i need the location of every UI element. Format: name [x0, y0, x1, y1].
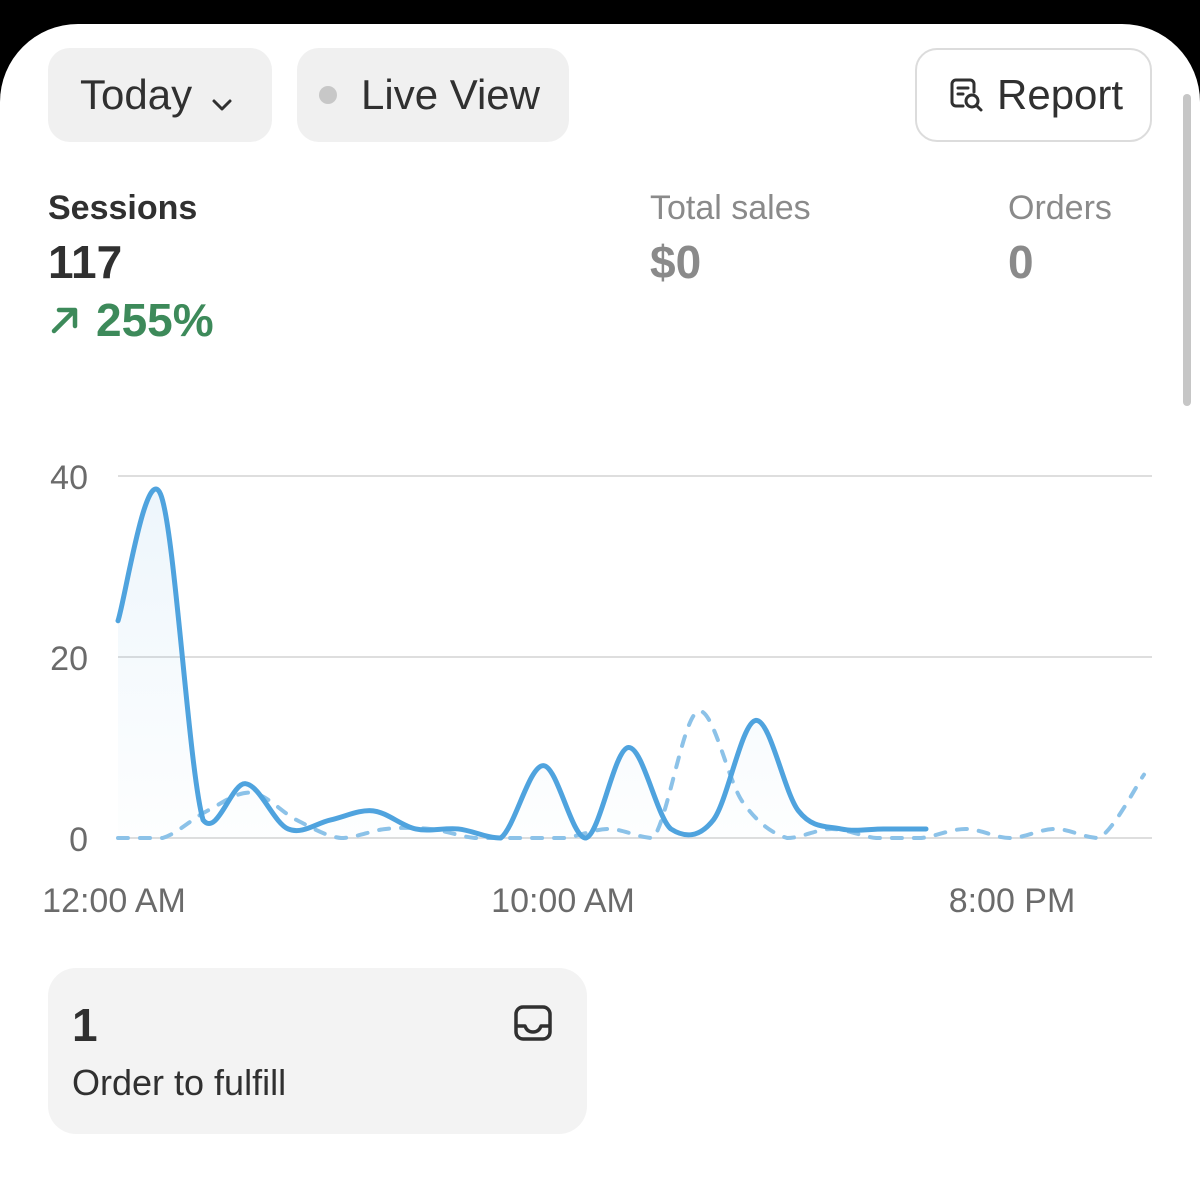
sessions-change: 255% [48, 292, 214, 348]
chevron-down-icon [208, 81, 236, 111]
orders-value: 0 [1008, 236, 1034, 288]
orders-to-fulfill-card[interactable]: 1 Order to fulfill [48, 968, 587, 1134]
sessions-value: 117 [48, 236, 123, 288]
orders-to-fulfill-label: Order to fulfill [72, 1062, 287, 1103]
x-tick-label: 12:00 AM [42, 882, 186, 920]
total-sales-metric[interactable]: Total sales $0 [650, 188, 811, 290]
status-dot-icon [319, 86, 337, 104]
report-button[interactable]: Report [915, 48, 1152, 142]
orders-to-fulfill-count: 1 [72, 999, 98, 1051]
sessions-series-line [115, 486, 929, 841]
sessions-label: Sessions [48, 189, 198, 227]
sessions-metric[interactable]: Sessions 117 255% [48, 188, 214, 348]
total-sales-label: Total sales [650, 189, 811, 227]
y-tick-label: 20 [50, 640, 88, 678]
date-filter-button[interactable]: Today [48, 48, 272, 142]
inbox-tray-icon [512, 1002, 554, 1044]
x-tick-label: 10:00 AM [491, 882, 635, 920]
scrollbar[interactable] [1183, 94, 1191, 406]
date-filter-label: Today [80, 71, 193, 118]
report-label: Report [997, 71, 1124, 118]
sessions-change-value: 255% [96, 294, 214, 346]
y-tick-label: 0 [69, 821, 88, 859]
y-tick-label: 40 [50, 459, 88, 497]
report-search-icon [947, 75, 987, 115]
comparison-series-line [116, 709, 1146, 840]
live-view-label: Live View [361, 71, 540, 118]
arrow-up-right-icon [51, 307, 78, 334]
sessions-chart: 0 20 40 12:00 AM 10:00 AM 8:00 PM [42, 459, 1152, 920]
total-sales-value: $0 [650, 236, 702, 288]
orders-metric[interactable]: Orders 0 [1008, 188, 1112, 290]
live-view-button[interactable]: Live View [297, 48, 569, 142]
orders-label: Orders [1008, 189, 1112, 227]
x-tick-label: 8:00 PM [949, 882, 1076, 920]
